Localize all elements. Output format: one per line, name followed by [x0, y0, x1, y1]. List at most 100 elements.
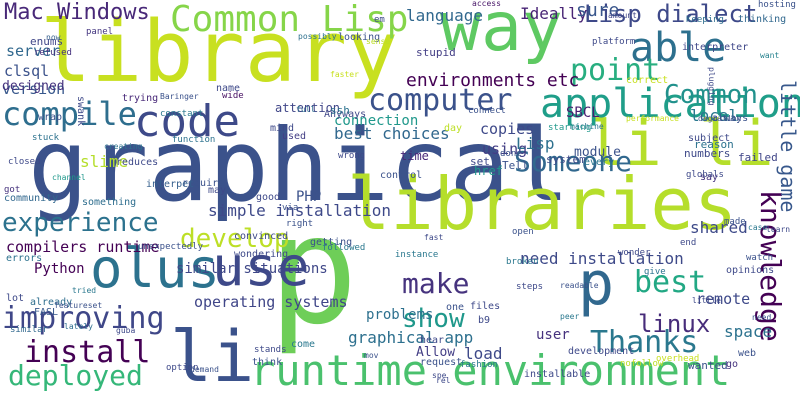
cloud-word: readable	[560, 281, 599, 290]
cloud-word: access	[472, 0, 501, 8]
cloud-word: demand	[190, 365, 219, 374]
cloud-word: used	[282, 131, 307, 142]
cloud-word: need installation	[520, 249, 684, 268]
cloud-word: graphical	[28, 107, 570, 224]
cloud-word: errors	[6, 253, 43, 264]
cloud-word: looking	[338, 32, 381, 43]
cloud-word: panel	[86, 27, 114, 37]
cloud-word: plugging	[707, 67, 716, 106]
cloud-word: libraries	[347, 162, 738, 246]
cloud-word: day	[444, 123, 463, 134]
cloud-word: got	[4, 185, 21, 195]
cloud-word: similar situations	[176, 261, 328, 277]
cloud-word: lot	[6, 293, 25, 304]
cloud-word: em	[374, 15, 385, 25]
cloud-word: system	[546, 153, 586, 166]
cloud-word: convinced	[234, 231, 289, 242]
cloud-word: li	[170, 316, 255, 398]
cloud-word: time	[400, 149, 429, 163]
cloud-word: stupid	[416, 46, 456, 59]
cloud-word: creating	[104, 142, 143, 151]
cloud-word: option	[166, 363, 199, 373]
cloud-word: correct	[626, 75, 669, 86]
cloud-word: FASL	[34, 307, 59, 318]
cloud-word: fast	[424, 233, 444, 242]
cloud-word: p	[268, 184, 359, 358]
cloud-word: attention	[275, 101, 341, 115]
cloud-word: develop	[180, 224, 290, 254]
cloud-word: Baringer	[160, 92, 199, 101]
cloud-word: mov	[364, 351, 379, 360]
cloud-word: hosting	[758, 0, 796, 10]
cloud-word: server	[6, 42, 61, 60]
cloud-word: compilers runtime	[6, 238, 160, 256]
cloud-word: via	[282, 203, 299, 213]
cloud-word: reason	[694, 138, 734, 151]
cloud-word: lately	[64, 322, 93, 331]
cloud-word: watch	[746, 253, 774, 263]
cloud-word: load	[464, 344, 503, 363]
cloud-word: made	[724, 217, 746, 227]
cloud-word: sure	[576, 0, 620, 21]
cloud-word: module	[574, 145, 621, 160]
cloud-word: best choices	[334, 124, 450, 143]
cloud-word: mind	[270, 123, 295, 134]
cloud-word: connection	[334, 113, 419, 129]
cloud-word: starting	[548, 123, 592, 133]
cloud-word: Common	[664, 80, 758, 110]
cloud-word: experience	[2, 208, 159, 238]
cloud-word: degration	[698, 114, 742, 123]
cloud-word: installable	[524, 369, 591, 380]
cloud-word: closed	[8, 157, 41, 167]
cloud-word: href	[474, 164, 503, 178]
cloud-word: Python	[34, 261, 85, 277]
cloud-word: faster	[330, 70, 359, 79]
cloud-word: Allow	[416, 345, 456, 360]
cloud-word: peer	[560, 312, 580, 321]
cloud-word: version	[2, 80, 66, 98]
cloud-word: use	[212, 235, 310, 298]
cloud-word: rel	[436, 376, 451, 385]
cloud-word: user	[536, 327, 570, 343]
cloud-word: improving	[2, 301, 165, 336]
cloud-word: instance	[395, 250, 439, 260]
cloud-word: end	[680, 238, 697, 248]
cloud-word: Mac Windows	[4, 0, 150, 25]
cloud-word: way	[440, 0, 563, 67]
cloud-word: come	[291, 339, 316, 350]
cloud-word: little game	[776, 80, 800, 213]
cloud-word: want	[760, 51, 780, 60]
cloud-word: files	[470, 301, 501, 312]
cloud-word: steps	[516, 282, 544, 292]
cloud-word: numbers	[684, 147, 731, 160]
cloud-word: function	[172, 135, 216, 145]
cloud-word: performance	[626, 114, 679, 123]
cloud-word: refused	[34, 48, 72, 58]
cloud-word: SBCL	[566, 105, 600, 121]
cloud-word: right	[286, 219, 314, 229]
cloud-word: name	[216, 83, 241, 94]
cloud-word: overhead	[656, 354, 700, 364]
cloud-word: already	[30, 297, 73, 308]
cloud-word: sense	[366, 37, 391, 46]
cloud-word: getting	[310, 237, 353, 248]
cloud-word: point	[570, 53, 661, 88]
cloud-word: slime	[80, 152, 129, 171]
cloud-word: channel	[52, 173, 86, 182]
cloud-word: Lisp dialect	[584, 0, 758, 28]
cloud-word: PHP	[296, 189, 322, 205]
cloud-word: olus	[90, 237, 221, 300]
cloud-word: featureset	[54, 301, 103, 310]
cloud-word: stuck	[32, 133, 60, 143]
cloud-word: good	[256, 192, 281, 203]
cloud-word: failed	[738, 151, 778, 164]
cloud-word: Ideally	[520, 4, 588, 23]
cloud-word: thinking	[738, 14, 787, 25]
cloud-word: now	[46, 33, 61, 42]
cloud-word: development	[568, 346, 635, 357]
cloud-word: similar	[10, 325, 48, 335]
cloud-word: ssh	[330, 104, 350, 117]
cloud-word: Tell	[502, 159, 529, 172]
cloud-word: designed	[2, 79, 65, 94]
